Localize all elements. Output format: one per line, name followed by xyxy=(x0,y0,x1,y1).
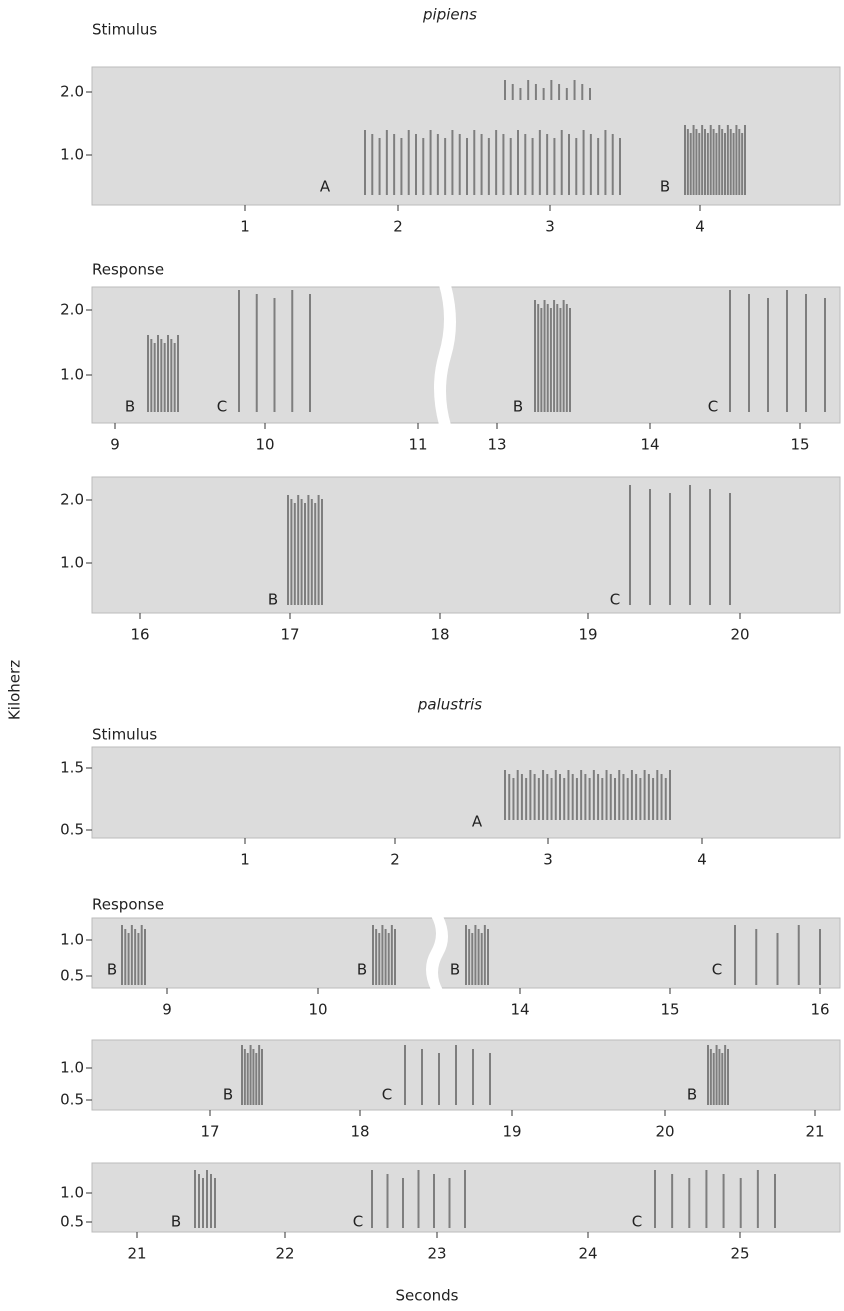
sound-marker: C xyxy=(712,961,722,979)
spectrogram xyxy=(91,476,841,614)
sound-marker: B xyxy=(513,398,523,416)
sound-marker: C xyxy=(382,1086,392,1104)
x-axis-label: Seconds xyxy=(395,1287,458,1305)
y-tick-label: 2.0 xyxy=(60,301,84,319)
y-tick-label: 1.0 xyxy=(60,554,84,572)
y-tick-label: 0.5 xyxy=(60,1091,84,1109)
sound-marker: A xyxy=(320,178,331,196)
y-tick-label: 1.0 xyxy=(60,146,84,164)
panel-label: Response xyxy=(92,261,164,279)
spectrogram xyxy=(91,1039,841,1111)
x-tick-label: 16 xyxy=(810,1001,829,1019)
y-tick-label: 2.0 xyxy=(60,83,84,101)
x-tick-label: 10 xyxy=(308,1001,327,1019)
x-tick-label: 18 xyxy=(430,626,449,644)
y-tick-label: 1.0 xyxy=(60,931,84,949)
panel-label: Stimulus xyxy=(92,726,157,744)
x-tick-label: 9 xyxy=(162,1001,172,1019)
sound-marker: C xyxy=(217,398,227,416)
x-tick-label: 15 xyxy=(790,436,809,454)
section-title: pipiens xyxy=(422,6,477,24)
sound-marker: B xyxy=(171,1213,181,1231)
axis-break xyxy=(426,916,448,990)
x-tick-label: 21 xyxy=(127,1245,146,1263)
x-tick-label: 1 xyxy=(240,218,250,236)
x-tick-label: 17 xyxy=(280,626,299,644)
x-tick-label: 20 xyxy=(730,626,749,644)
y-tick-label: 0.5 xyxy=(60,821,84,839)
sound-marker: B xyxy=(268,591,278,609)
x-tick-label: 3 xyxy=(543,851,553,869)
x-tick-label: 24 xyxy=(578,1245,597,1263)
x-tick-label: 20 xyxy=(655,1123,674,1141)
sound-marker: B xyxy=(660,178,670,196)
y-tick-label: 0.5 xyxy=(60,967,84,985)
sound-marker: B xyxy=(125,398,135,416)
sound-marker: A xyxy=(472,813,483,831)
x-tick-label: 18 xyxy=(350,1123,369,1141)
sound-marker: C xyxy=(708,398,718,416)
x-tick-label: 2 xyxy=(393,218,403,236)
x-tick-label: 14 xyxy=(510,1001,529,1019)
x-tick-label: 14 xyxy=(640,436,659,454)
x-tick-label: 25 xyxy=(730,1245,749,1263)
x-tick-label: 4 xyxy=(695,218,705,236)
y-tick-label: 1.5 xyxy=(60,759,84,777)
x-tick-label: 3 xyxy=(545,218,555,236)
x-tick-label: 1 xyxy=(240,851,250,869)
sound-marker: C xyxy=(610,591,620,609)
sound-marker: B xyxy=(357,961,367,979)
sound-marker: B xyxy=(223,1086,233,1104)
y-tick-label: 1.0 xyxy=(60,366,84,384)
x-tick-label: 17 xyxy=(200,1123,219,1141)
sound-marker: B xyxy=(107,961,117,979)
x-tick-label: 19 xyxy=(578,626,597,644)
x-tick-label: 21 xyxy=(805,1123,824,1141)
sound-marker: C xyxy=(353,1213,363,1231)
panel-label: Stimulus xyxy=(92,21,157,39)
x-tick-label: 15 xyxy=(660,1001,679,1019)
sound-marker: B xyxy=(450,961,460,979)
spectrogram xyxy=(91,286,841,424)
y-tick-label: 0.5 xyxy=(60,1213,84,1231)
sound-marker: B xyxy=(687,1086,697,1104)
x-tick-label: 19 xyxy=(502,1123,521,1141)
x-tick-label: 11 xyxy=(408,436,427,454)
axis-break xyxy=(434,285,456,425)
x-tick-label: 4 xyxy=(697,851,707,869)
x-tick-label: 9 xyxy=(110,436,120,454)
y-tick-label: 2.0 xyxy=(60,491,84,509)
sound-marker: C xyxy=(632,1213,642,1231)
x-tick-label: 23 xyxy=(427,1245,446,1263)
x-tick-label: 16 xyxy=(130,626,149,644)
x-tick-label: 22 xyxy=(275,1245,294,1263)
y-tick-label: 1.0 xyxy=(60,1184,84,1202)
section-title: palustris xyxy=(417,696,482,714)
y-axis-label: Kiloherz xyxy=(6,660,24,720)
x-tick-label: 13 xyxy=(487,436,506,454)
panel-label: Response xyxy=(92,896,164,914)
x-tick-label: 2 xyxy=(390,851,400,869)
x-tick-label: 10 xyxy=(255,436,274,454)
spectrogram xyxy=(91,746,841,839)
y-tick-label: 1.0 xyxy=(60,1059,84,1077)
